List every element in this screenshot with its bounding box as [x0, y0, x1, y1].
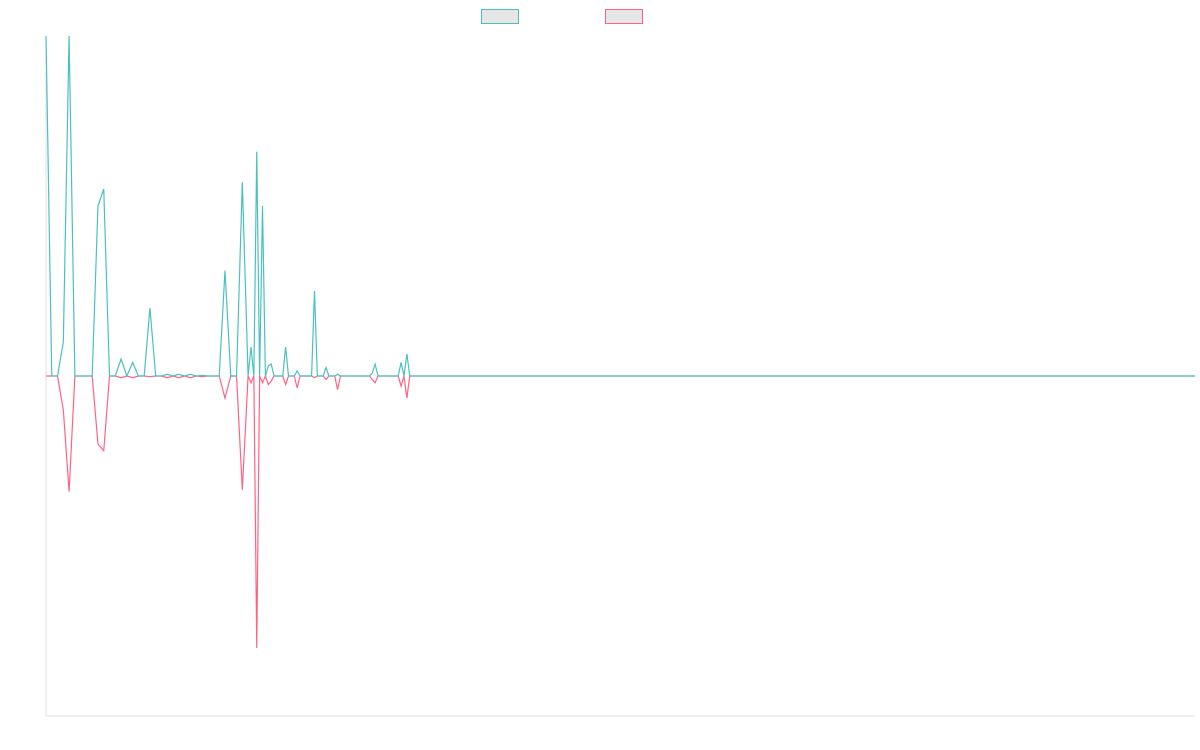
series-1-line	[45, 35, 1195, 378]
legend-swatch-series-1[interactable]	[481, 9, 519, 24]
legend-swatch-series-2[interactable]	[605, 9, 643, 24]
series-layer	[45, 35, 1195, 649]
series-2-line	[46, 374, 1195, 649]
legend	[0, 9, 1200, 27]
